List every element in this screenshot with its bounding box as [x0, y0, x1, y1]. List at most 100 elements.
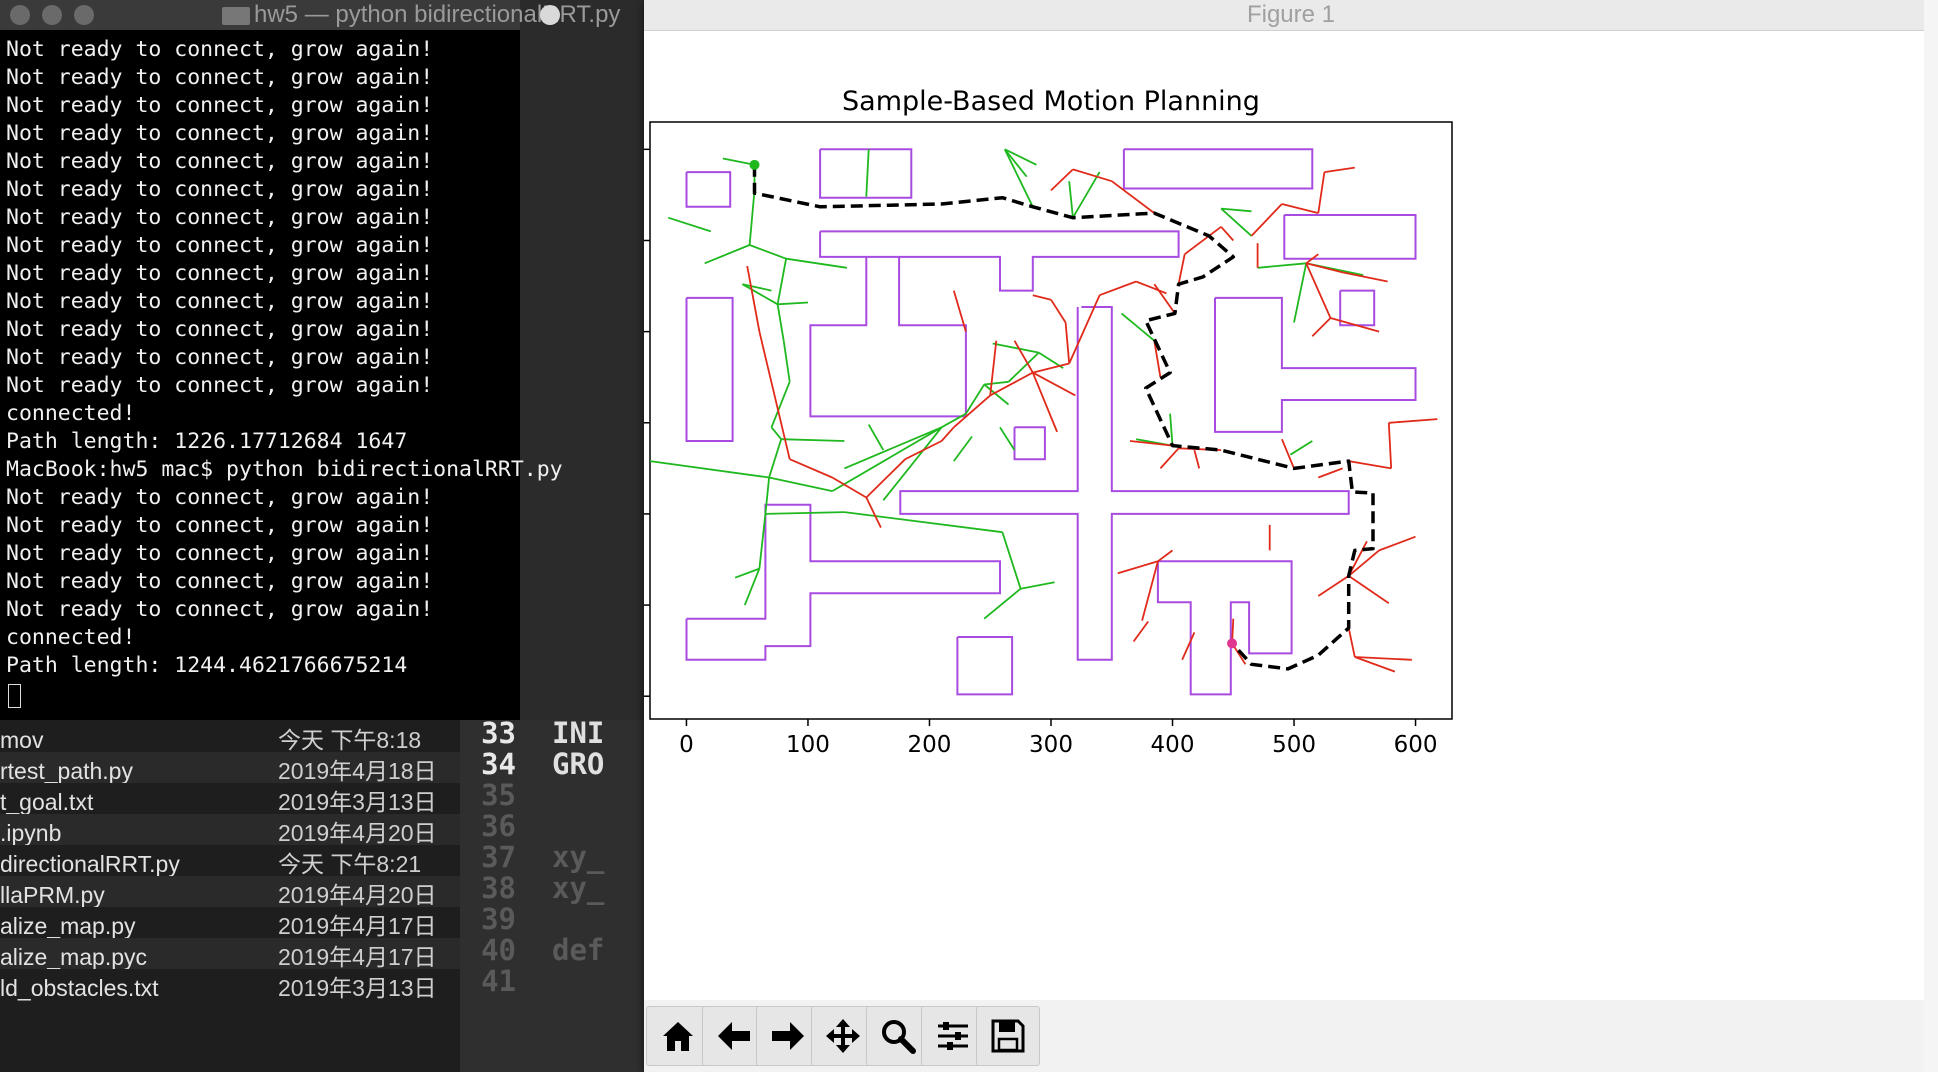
goal-tree-edge — [1250, 203, 1283, 237]
goal-tree-edge — [1032, 294, 1052, 301]
goal-tree-edge — [1311, 317, 1332, 337]
back-button[interactable] — [702, 1006, 766, 1066]
x-tick-label: 400 — [1151, 732, 1195, 758]
obstacle-outline — [685, 503, 1001, 661]
start-tree-edge — [781, 438, 845, 442]
terminal-line: Not ready to connect, grow again! — [6, 513, 434, 538]
start-tree-edge — [1169, 413, 1174, 446]
home-button[interactable] — [646, 1006, 710, 1066]
save-button[interactable] — [976, 1006, 1040, 1066]
start-tree-edge — [1007, 351, 1040, 383]
goal-tree-edge — [1354, 656, 1412, 661]
file-name: ld_obstacles.txt — [0, 975, 159, 1001]
start-tree-edge — [831, 426, 943, 492]
file-row[interactable]: ld_obstacles.txt 2019年3月13日 — [0, 969, 460, 1007]
terminal-line: Not ready to connect, grow again! — [6, 569, 434, 594]
terminal-line: Path length: 1226.17712684 1647 — [6, 429, 408, 454]
goal-tree-edge — [1064, 322, 1071, 364]
goal-tree-edge — [865, 458, 906, 499]
start-tree-edge — [844, 511, 1003, 534]
goal-tree-edge — [758, 331, 791, 460]
file-name: t_goal.txt — [0, 789, 94, 815]
file-date-modified: 2019年4月20日 — [278, 820, 437, 846]
goal-tree-edge — [1354, 656, 1396, 673]
start-tree-edge — [785, 257, 848, 269]
terminal-titlebar[interactable]: hw5 — python bidirectionalRRT.py — [0, 0, 620, 30]
obstacle-outline — [1122, 148, 1314, 190]
file-name: llaPRM.py — [0, 882, 105, 908]
start-tree-edge — [983, 383, 1010, 406]
obstacle-outline — [1339, 289, 1376, 327]
minimize-window-icon[interactable] — [42, 5, 62, 25]
goal-tree-edge — [1305, 262, 1343, 274]
plot-area[interactable]: Sample-Based Motion Planning 0 100 200 300 40… — [644, 30, 1924, 990]
file-name: alize_map.py — [0, 913, 136, 939]
terminal-line: Not ready to connect, grow again! — [6, 149, 434, 174]
code-text: xy_ — [552, 871, 605, 905]
start-tree-edge — [983, 588, 1022, 620]
code-line: 35 — [460, 776, 552, 814]
terminal-line: connected! — [6, 625, 136, 650]
goal-tree-edge — [953, 394, 991, 428]
file-date-modified: 2019年4月18日 — [278, 758, 437, 784]
goal-tree-edge — [1281, 438, 1295, 469]
goal-tree-edge — [1129, 440, 1173, 447]
goal-tree-edge — [1159, 447, 1180, 470]
axes-frame — [649, 121, 1453, 720]
pan-icon — [826, 1019, 860, 1053]
file-list[interactable]: mov 今天 下午8:18 rtest_path.py 2019年4月18日 t_goa… — [0, 720, 460, 1072]
code-line: 37 xy_ — [460, 838, 604, 876]
goal-tree-edge — [1317, 171, 1326, 214]
x-tick-label: 200 — [908, 732, 952, 758]
start-tree-edge — [764, 477, 770, 514]
forward-button[interactable] — [756, 1006, 820, 1066]
terminal-line: MacBook:hw5 mac$ python bidirectionalRRT… — [6, 457, 563, 482]
terminal-line: Not ready to connect, grow again! — [6, 317, 434, 342]
zoom-window-icon[interactable] — [74, 5, 94, 25]
obstacle-outline — [899, 306, 1350, 661]
close-window-icon[interactable] — [540, 5, 560, 25]
figure-titlebar[interactable]: Figure 1 — [540, 0, 1938, 31]
start-tree-edge — [776, 304, 785, 341]
goal-tree-edge — [1177, 254, 1186, 285]
terminal-window[interactable]: hw5 — python bidirectionalRRT.py Not rea… — [0, 0, 620, 720]
terminal-line: Not ready to connect, grow again! — [6, 345, 434, 370]
x-tick-label: 100 — [786, 732, 830, 758]
code-editor[interactable]: 33 INI 34 GRO 35 36 37 xy_ 38 xy_ 39 40 def 41 — [460, 720, 646, 1072]
configure-subplots-button[interactable] — [921, 1006, 985, 1066]
start-tree-edge — [865, 149, 870, 197]
goal-tree-edge — [1281, 203, 1319, 214]
goal-tree-edge — [1342, 271, 1388, 283]
start-tree-edge — [1001, 531, 1022, 589]
background-window-edge — [1924, 0, 1938, 1072]
zoom-icon — [882, 1020, 916, 1054]
zoom-button[interactable] — [866, 1006, 930, 1066]
start-tree-edge — [941, 412, 967, 429]
goal-tree-edge — [1305, 253, 1319, 265]
file-date-modified: 2019年4月17日 — [278, 913, 437, 939]
obstacle-outline — [1214, 296, 1417, 433]
start-tree-edge — [1289, 440, 1313, 456]
goal-tree-edge — [1348, 549, 1380, 577]
figure-window[interactable]: Figure 1 Sample-Based Motion Planning 0 10… — [540, 0, 1938, 1072]
obstacle-outline — [956, 636, 1014, 696]
goal-tree-edge — [989, 340, 998, 396]
terminal-prompt-line[interactable] — [6, 680, 563, 708]
line-number: 38 — [481, 871, 516, 905]
home-icon — [663, 1022, 693, 1051]
terminal-line: Not ready to connect, grow again! — [6, 93, 434, 118]
line-number: 39 — [481, 902, 516, 936]
solution-path — [752, 164, 1375, 671]
start-tree-edge — [770, 426, 782, 440]
goal-tree-edge — [1013, 340, 1034, 374]
goal-tree-edge — [789, 458, 833, 479]
terminal-line: Not ready to connect, grow again! — [6, 233, 434, 258]
close-window-icon[interactable] — [10, 5, 30, 25]
terminal-line: Not ready to connect, grow again! — [6, 597, 434, 622]
obstacle-outline — [809, 256, 967, 418]
start-tree-edge — [748, 190, 756, 246]
start-tree-edge — [984, 380, 1009, 386]
file-date-modified: 今天 下午8:18 — [278, 727, 422, 753]
code-line: 40 def — [460, 931, 604, 969]
start-tree-edge — [770, 381, 791, 428]
